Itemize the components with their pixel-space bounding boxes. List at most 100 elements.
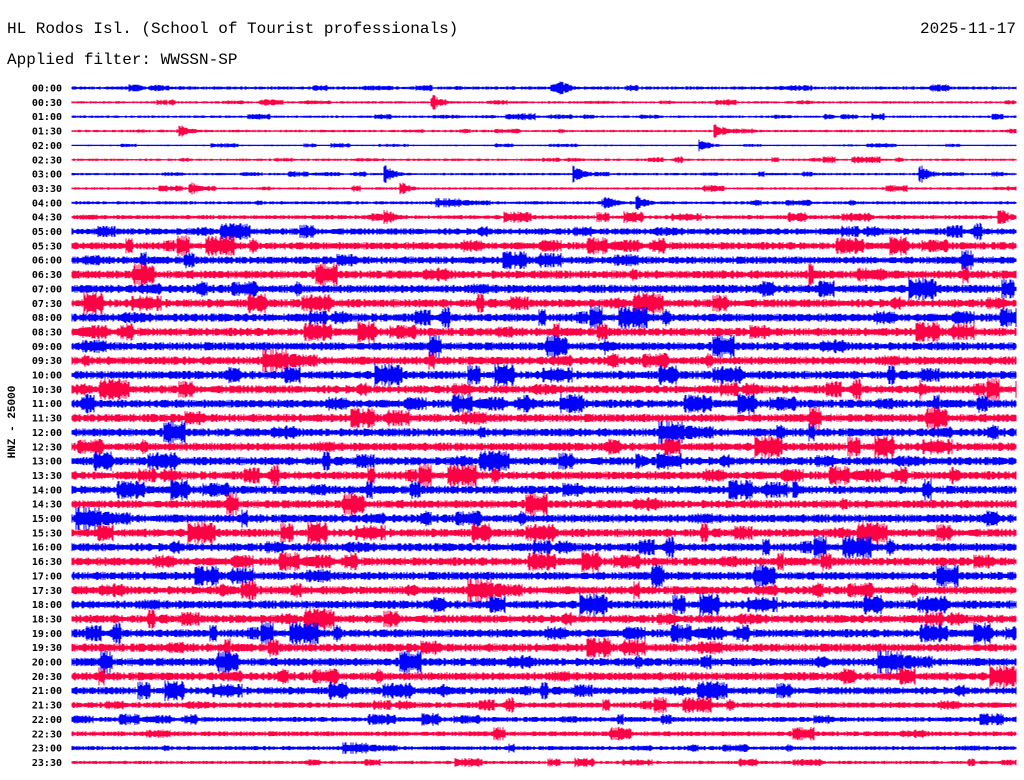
row-time-label: 20:00 bbox=[32, 658, 62, 669]
seismic-trace-row bbox=[71, 277, 1017, 301]
seismic-trace-row bbox=[71, 156, 1017, 164]
seismic-trace-row bbox=[71, 222, 1017, 241]
seismic-trace-row bbox=[71, 550, 1017, 573]
row-time-label: 05:30 bbox=[32, 241, 62, 252]
row-time-label: 23:00 bbox=[32, 744, 62, 755]
seismic-trace-row bbox=[71, 665, 1017, 688]
row-time-label: 17:30 bbox=[32, 586, 62, 597]
seismic-trace-row bbox=[71, 392, 1017, 415]
seismic-trace-row bbox=[71, 727, 1017, 741]
row-time-label: 10:00 bbox=[32, 371, 62, 382]
seismic-trace-row bbox=[71, 463, 1017, 488]
seismic-trace-row bbox=[71, 406, 1017, 430]
row-time-label: 00:30 bbox=[32, 98, 62, 109]
seismic-trace-row bbox=[71, 139, 1017, 152]
date-label: 2025-11-17 bbox=[919, 20, 1016, 38]
row-time-label: 02:30 bbox=[32, 155, 62, 166]
row-time-label: 09:30 bbox=[32, 356, 62, 367]
row-time-label: 17:00 bbox=[32, 571, 62, 582]
seismic-trace-row bbox=[71, 165, 1017, 183]
seismic-trace-row bbox=[71, 680, 1017, 702]
row-time-label: 12:00 bbox=[32, 428, 62, 439]
row-time-label: 09:00 bbox=[32, 342, 62, 353]
seismic-trace-row bbox=[71, 492, 1017, 516]
row-time-label: 18:30 bbox=[32, 614, 62, 625]
seismic-trace-row bbox=[71, 435, 1017, 459]
seismic-trace-row bbox=[71, 621, 1017, 645]
row-time-label: 16:30 bbox=[32, 557, 62, 568]
row-time-label: 12:30 bbox=[32, 442, 62, 453]
row-time-label: 03:00 bbox=[32, 170, 62, 181]
seismic-trace-row bbox=[71, 507, 1017, 530]
seismic-trace-row bbox=[71, 81, 1017, 95]
row-time-label: 15:00 bbox=[32, 514, 62, 525]
seismic-trace-row bbox=[71, 578, 1017, 602]
row-time-label: 18:00 bbox=[32, 600, 62, 611]
seismic-trace-row bbox=[71, 363, 1017, 387]
row-time-label: 10:30 bbox=[32, 385, 62, 396]
seismic-trace-row bbox=[71, 421, 1017, 444]
seismic-trace-row bbox=[71, 113, 1017, 121]
row-time-label: 05:00 bbox=[32, 227, 62, 238]
seismic-trace-row bbox=[71, 250, 1017, 271]
seismic-trace-row bbox=[71, 521, 1017, 545]
seismic-trace-row bbox=[71, 321, 1017, 343]
row-time-label: 08:00 bbox=[32, 313, 62, 324]
row-time-label: 19:30 bbox=[32, 643, 62, 654]
row-time-label: 01:00 bbox=[32, 112, 62, 123]
seismic-trace-row bbox=[71, 377, 1017, 402]
seismic-trace-row bbox=[71, 535, 1017, 559]
row-time-label: 16:00 bbox=[32, 543, 62, 554]
row-time-label: 19:00 bbox=[32, 629, 62, 640]
row-time-label: 13:00 bbox=[32, 457, 62, 468]
row-time-label: 14:30 bbox=[32, 500, 62, 511]
seismic-trace-row bbox=[71, 335, 1017, 358]
row-time-label: 06:00 bbox=[32, 256, 62, 267]
seismic-trace-row bbox=[71, 235, 1017, 257]
station-title: HL Rodos Isl. (School of Tourist profess… bbox=[7, 20, 459, 38]
seismic-trace-row bbox=[71, 696, 1017, 714]
filter-label: Applied filter: WWSSN-SP bbox=[7, 51, 238, 69]
seismic-trace-row bbox=[71, 564, 1017, 588]
row-time-label: 14:00 bbox=[32, 485, 62, 496]
row-time-label: 00:00 bbox=[32, 84, 62, 95]
seismic-trace-row bbox=[71, 650, 1017, 674]
seismic-trace-row bbox=[71, 95, 1017, 110]
row-time-label: 08:30 bbox=[32, 327, 62, 338]
row-time-label: 22:30 bbox=[32, 729, 62, 740]
seismic-trace-row bbox=[71, 263, 1017, 286]
seismic-trace-row bbox=[71, 349, 1017, 372]
row-time-label: 02:00 bbox=[32, 141, 62, 152]
row-time-label: 07:00 bbox=[32, 284, 62, 295]
seismic-trace-row bbox=[71, 478, 1017, 501]
seismic-trace-row bbox=[71, 450, 1017, 472]
row-time-label: 11:30 bbox=[32, 414, 62, 425]
row-time-label: 06:30 bbox=[32, 270, 62, 281]
row-time-label: 04:00 bbox=[32, 198, 62, 209]
seismic-trace-row bbox=[71, 124, 1017, 138]
seismic-trace-row bbox=[71, 637, 1017, 658]
seismic-trace-row bbox=[71, 757, 1017, 768]
seismic-trace-row bbox=[71, 742, 1017, 754]
row-time-label: 11:00 bbox=[32, 399, 62, 410]
seismic-trace-row bbox=[71, 712, 1017, 726]
row-time-label: 01:30 bbox=[32, 127, 62, 138]
row-time-label: 21:00 bbox=[32, 686, 62, 697]
row-time-label: 23:30 bbox=[32, 758, 62, 769]
row-time-label: 03:30 bbox=[32, 184, 62, 195]
row-time-label: 15:30 bbox=[32, 528, 62, 539]
row-time-label: 21:30 bbox=[32, 701, 62, 712]
row-time-label: 13:30 bbox=[32, 471, 62, 482]
row-time-label: 04:30 bbox=[32, 213, 62, 224]
seismic-trace-row bbox=[71, 182, 1017, 195]
seismic-trace-row bbox=[71, 291, 1017, 315]
seismic-trace-row bbox=[71, 195, 1017, 210]
row-time-label: 20:30 bbox=[32, 672, 62, 683]
seismic-trace-row bbox=[71, 593, 1017, 617]
seismic-trace-row bbox=[71, 210, 1017, 224]
row-time-label: 07:30 bbox=[32, 299, 62, 310]
row-time-label: 22:00 bbox=[32, 715, 62, 726]
seismic-trace-row bbox=[71, 608, 1017, 630]
seismic-trace-row bbox=[71, 305, 1017, 330]
